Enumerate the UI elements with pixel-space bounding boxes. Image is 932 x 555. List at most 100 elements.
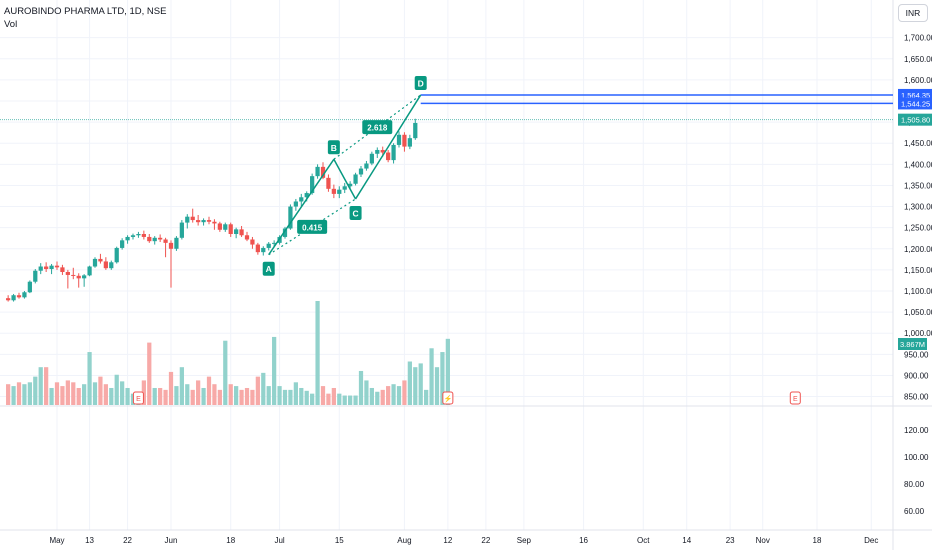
candle-body: [369, 153, 374, 164]
candle-body: [60, 267, 65, 272]
candle-body: [125, 236, 130, 241]
volume-bar: [11, 386, 16, 405]
pattern-point-badge: [327, 140, 340, 155]
candle-body: [120, 240, 125, 248]
volume-bar: [434, 367, 440, 405]
volume-bar: [109, 387, 114, 405]
volume-bar: [348, 395, 353, 405]
volume-bar: [445, 338, 450, 405]
ratio-label: 2.618: [367, 124, 388, 133]
volume-bar: [304, 390, 309, 405]
volume-bar: [87, 352, 92, 405]
volume-bar: [92, 382, 98, 405]
candle-body: [402, 134, 407, 147]
pattern-ratio-line: [333, 94, 422, 160]
volume-bar: [223, 340, 228, 405]
candle-body: [196, 220, 201, 223]
candle-body: [54, 265, 60, 268]
volume-bar: [239, 389, 244, 405]
price-tick-label: 1,450.00: [904, 139, 932, 148]
volume-bar: [261, 372, 266, 405]
last-price-label: 1,505.80: [901, 116, 930, 125]
volume-bar: [255, 376, 260, 405]
candle-body: [201, 220, 206, 223]
symbol-legend[interactable]: AUROBINDO PHARMA LTD, 1D, NSE: [4, 6, 167, 17]
price-tick-label: 1,350.00: [904, 181, 932, 190]
candle-body: [92, 258, 98, 267]
volume-bar: [413, 367, 418, 405]
candle-body: [38, 266, 43, 271]
volume-bar: [82, 384, 87, 405]
currency-selector[interactable]: INR: [898, 4, 928, 22]
candle-body: [152, 237, 157, 242]
volume-scale-label: 100.00: [904, 453, 929, 462]
volume-bar: [331, 387, 336, 405]
last-price-badge: [898, 113, 932, 126]
volume-bar: [266, 386, 271, 405]
volume-bar: [152, 387, 157, 405]
time-tick-label: Sep: [517, 536, 532, 545]
time-tick-label: 12: [443, 536, 452, 545]
candle-body: [11, 295, 16, 301]
volume-bar: [440, 352, 445, 405]
volume-bar: [358, 370, 364, 405]
candle-body: [212, 221, 217, 224]
volume-bar: [185, 384, 190, 405]
pattern-point-label: A: [266, 264, 272, 274]
volume-bar: [60, 386, 65, 405]
candle-body: [114, 247, 119, 263]
volume-bar: [174, 386, 179, 405]
volume-bar: [196, 380, 201, 405]
volume-bar: [364, 380, 369, 405]
volume-scale-label: 80.00: [904, 480, 925, 489]
candle-body: [163, 239, 168, 243]
time-tick-label: 23: [726, 536, 735, 545]
ratio-badge: [362, 120, 393, 135]
volume-bar: [282, 389, 288, 405]
time-tick-label: Dec: [864, 536, 878, 545]
candle-body: [337, 189, 342, 194]
candle-body: [179, 222, 184, 238]
candle-body: [185, 216, 190, 223]
candle-body: [293, 201, 298, 207]
level-price-label: 1,564.35: [901, 91, 930, 100]
candle-body: [261, 247, 266, 253]
volume-bar: [206, 376, 212, 405]
candle-body: [141, 234, 146, 237]
candle-body: [326, 177, 331, 189]
price-tick-label: 1,100.00: [904, 287, 932, 296]
candle-body: [358, 168, 364, 175]
volume-bar: [201, 387, 206, 405]
volume-bar: [22, 384, 27, 405]
price-tick-label: 900.00: [904, 371, 929, 380]
candle-body: [272, 242, 277, 244]
candle-body: [234, 229, 239, 234]
time-tick-label: May: [49, 536, 64, 545]
time-tick-label: 13: [85, 536, 94, 545]
candle-body: [109, 262, 114, 269]
candle-body: [206, 220, 212, 222]
dividend-marker: [442, 391, 454, 405]
pattern-point-badge: [349, 205, 362, 220]
volume-bar: [217, 389, 222, 405]
volume-bar: [396, 386, 402, 405]
pattern-point-label: B: [331, 143, 337, 153]
volume-bar: [391, 384, 396, 405]
time-tick-label: 18: [813, 536, 822, 545]
candle-body: [310, 176, 315, 194]
volume-bar: [163, 389, 168, 405]
volume-bar: [320, 386, 326, 405]
candle-body: [71, 274, 76, 276]
volume-bar: [380, 389, 385, 405]
candle-body: [87, 266, 92, 276]
volume-bar: [402, 380, 407, 405]
volume-bar: [353, 395, 358, 405]
candle-body: [239, 229, 244, 236]
volume-bar: [103, 384, 108, 405]
candle-body: [348, 183, 353, 187]
last-volume-badge: [898, 338, 927, 350]
volume-legend[interactable]: Vol: [4, 19, 18, 30]
time-tick-label: 14: [682, 536, 691, 545]
